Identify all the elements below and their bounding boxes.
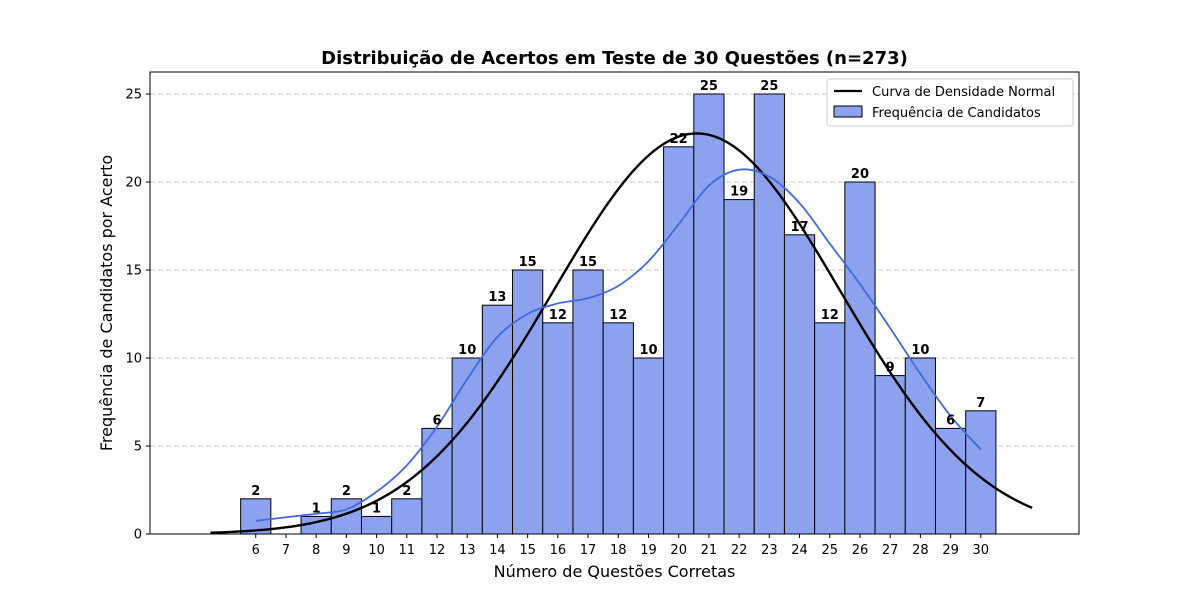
bar-value-label: 2 xyxy=(342,484,351,499)
plot-frame xyxy=(149,71,1080,535)
x-tick-label: 26 xyxy=(852,543,869,558)
bar-value-label: 15 xyxy=(579,255,597,270)
bar-value-label: 12 xyxy=(821,308,839,323)
histogram-bar xyxy=(814,322,846,535)
x-tick-label: 15 xyxy=(519,543,536,558)
x-tick-label: 7 xyxy=(282,543,290,558)
x-tick-label: 22 xyxy=(731,543,748,558)
histogram-bar xyxy=(632,357,665,535)
bar-value-label: 1 xyxy=(372,501,381,516)
x-tick-label: 20 xyxy=(670,543,687,558)
x-tick-label: 16 xyxy=(550,543,567,558)
x-tick-label: 18 xyxy=(610,543,627,558)
bar-value-label: 19 xyxy=(730,185,748,200)
histogram-bar xyxy=(693,93,725,535)
y-tick-label: 20 xyxy=(125,176,142,191)
x-tick-label: 13 xyxy=(459,543,476,558)
x-tick-label: 12 xyxy=(429,543,446,558)
histogram-bar xyxy=(240,498,272,535)
histogram-bar xyxy=(844,181,876,535)
x-tick-label: 24 xyxy=(791,543,808,558)
y-tick-label: 5 xyxy=(134,440,142,455)
bar-value-label: 20 xyxy=(851,167,869,182)
histogram-bar xyxy=(481,304,514,535)
histogram-bar xyxy=(572,269,604,535)
kde-curve xyxy=(255,168,982,522)
bar-value-label: 6 xyxy=(946,413,955,428)
legend: Curva de Densidade Normal Frequência de … xyxy=(826,78,1074,127)
histogram-bar xyxy=(753,93,785,535)
x-tick-label: 27 xyxy=(882,543,899,558)
y-tick-label: 10 xyxy=(125,352,142,367)
x-tick-label: 29 xyxy=(942,543,959,558)
x-tick-label: 30 xyxy=(973,543,990,558)
bar-value-label: 6 xyxy=(432,413,441,428)
bar-value-label: 15 xyxy=(519,255,537,270)
histogram-bar xyxy=(723,199,755,535)
histogram-bar xyxy=(965,410,997,535)
histogram-bar xyxy=(602,322,634,535)
x-tick-label: 8 xyxy=(312,543,320,558)
curves-layer xyxy=(210,132,1033,534)
histogram-bar xyxy=(663,146,695,535)
bar-value-label: 12 xyxy=(609,308,627,323)
x-tick-label: 10 xyxy=(368,543,385,558)
y-tick-label: 0 xyxy=(134,528,142,543)
bar-value-label: 12 xyxy=(549,308,567,323)
bar-value-label: 2 xyxy=(402,484,411,499)
bars-layer xyxy=(240,93,997,535)
x-tick-label: 14 xyxy=(489,543,506,558)
legend-label-frequency: Frequência de Candidatos xyxy=(872,106,1041,121)
bar-value-label: 25 xyxy=(700,79,718,94)
histogram-bar xyxy=(542,322,574,535)
bar-value-label: 13 xyxy=(488,290,506,305)
normal-density-curve xyxy=(210,132,1033,534)
bar-value-label: 10 xyxy=(911,343,929,358)
x-tick-label: 25 xyxy=(821,543,838,558)
bar-value-label: 17 xyxy=(790,220,808,235)
x-tick-label: 28 xyxy=(912,543,929,558)
x-tick-label: 21 xyxy=(701,543,718,558)
bar-value-label: 10 xyxy=(639,343,657,358)
x-tick-label: 19 xyxy=(640,543,657,558)
bar-value-label: 25 xyxy=(760,79,778,94)
histogram-bar xyxy=(451,357,483,535)
x-tick-label: 9 xyxy=(342,543,350,558)
x-axis-title: Número de Questões Corretas xyxy=(494,562,736,581)
histogram-bar xyxy=(783,234,816,535)
x-tick-label: 17 xyxy=(580,543,597,558)
histogram-bar xyxy=(360,515,393,535)
bar-value-label: 1 xyxy=(312,501,321,516)
bar-value-label: 9 xyxy=(886,361,895,376)
bar-value-label: 10 xyxy=(458,343,476,358)
chart-title: Distribuição de Acertos em Teste de 30 Q… xyxy=(321,48,908,69)
histogram-bar xyxy=(391,498,423,535)
x-tick-label: 11 xyxy=(399,543,416,558)
y-axis-title: Frequência de Candidatos por Acerto xyxy=(97,155,116,451)
legend-box xyxy=(826,78,1074,127)
x-tick-label: 6 xyxy=(252,543,260,558)
legend-label-normal-curve: Curva de Densidade Normal xyxy=(872,85,1055,100)
legend-bar-swatch xyxy=(833,105,863,118)
bar-value-label: 7 xyxy=(976,396,985,411)
x-tick-label: 23 xyxy=(761,543,778,558)
bar-value-label: 22 xyxy=(670,132,688,147)
histogram-bar xyxy=(904,357,936,535)
bar-value-label: 2 xyxy=(251,484,260,499)
y-tick-label: 25 xyxy=(125,88,142,103)
histogram-bar xyxy=(934,427,967,535)
histogram-bar xyxy=(874,375,906,535)
y-tick-label: 15 xyxy=(125,264,142,279)
